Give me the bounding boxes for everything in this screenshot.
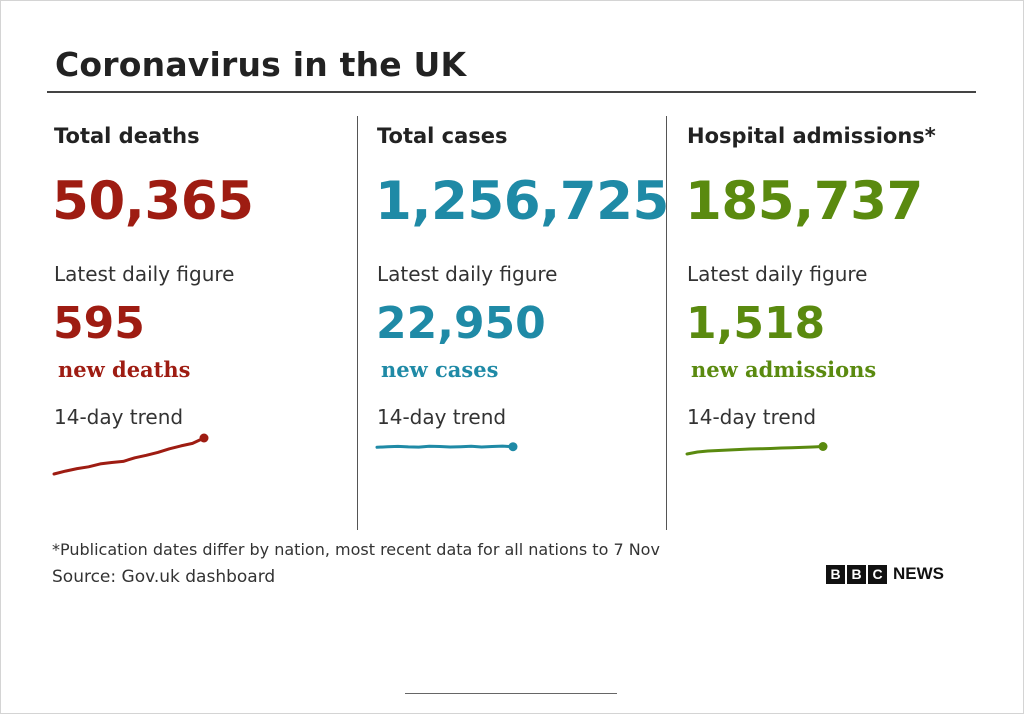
trend-line <box>52 436 206 476</box>
title-rule <box>47 91 976 93</box>
trend-label: 14-day trend <box>54 405 184 429</box>
daily-unit: new cases <box>381 357 499 382</box>
sparkline-deaths <box>52 433 209 476</box>
panel-heading: Total cases <box>377 124 508 148</box>
trend-label: 14-day trend <box>377 405 507 429</box>
column-divider-1 <box>357 116 358 530</box>
logo-letter: C <box>868 564 887 584</box>
trend-label: 14-day trend <box>687 405 817 429</box>
logo-word: NEWS <box>893 564 944 583</box>
bbc-news-logo: B B C NEWS <box>826 564 944 584</box>
logo-letter: B <box>847 564 866 584</box>
column-divider-2 <box>666 116 667 530</box>
daily-value: 595 <box>53 298 145 349</box>
sparkline-cases <box>375 442 518 452</box>
sparkline-admissions <box>685 442 828 456</box>
trend-endpoint <box>199 433 209 443</box>
trend-endpoint <box>508 442 518 452</box>
logo-letter: B <box>826 564 845 584</box>
daily-unit: new admissions <box>691 357 877 382</box>
daily-value: 22,950 <box>376 298 546 349</box>
panel-heading: Hospital admissions* <box>687 124 936 148</box>
daily-label: Latest daily figure <box>377 262 558 286</box>
trend-line <box>685 445 825 456</box>
source-note: Source: Gov.uk dashboard <box>52 567 276 587</box>
page-title: Coronavirus in the UK <box>55 45 467 84</box>
daily-label: Latest daily figure <box>54 262 235 286</box>
total-value: 1,256,725 <box>375 171 669 232</box>
bottom-rule <box>405 693 617 694</box>
total-value: 50,365 <box>52 171 254 232</box>
trend-endpoint <box>818 442 828 451</box>
daily-unit: new deaths <box>58 357 191 382</box>
total-value: 185,737 <box>685 171 923 232</box>
daily-label: Latest daily figure <box>687 262 868 286</box>
trend-line <box>375 444 515 449</box>
daily-value: 1,518 <box>686 298 826 349</box>
panel-heading: Total deaths <box>54 124 200 148</box>
footnote: *Publication dates differ by nation, mos… <box>52 540 660 559</box>
